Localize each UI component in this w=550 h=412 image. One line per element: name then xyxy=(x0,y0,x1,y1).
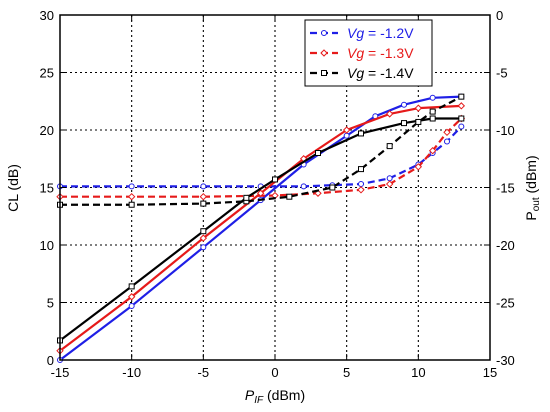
cl-point xyxy=(358,181,364,188)
legend-label-value: = -1.3V xyxy=(364,45,414,61)
x-axis-title-sub: IF xyxy=(254,395,264,406)
pout-point xyxy=(385,110,394,118)
pout-point xyxy=(343,132,350,139)
pout-point xyxy=(128,283,135,290)
cl-point xyxy=(386,175,393,182)
legend-swatch-marker xyxy=(320,49,328,57)
y-axis-right-title: Pout (dBm) xyxy=(523,155,542,220)
pout-point xyxy=(429,115,436,122)
x-axis-title-main: P xyxy=(245,387,255,403)
series-layer xyxy=(56,93,466,363)
y-tick-label-left: 0 xyxy=(47,353,54,368)
cl-point xyxy=(128,201,135,208)
pout-point xyxy=(342,126,351,134)
legend-label: Vg = -1.2V xyxy=(347,25,414,41)
y-tick-label-left: 25 xyxy=(40,66,54,81)
y-axis-right-title-unit: (dBm) xyxy=(523,155,539,197)
legend-label-var: Vg xyxy=(347,65,364,81)
x-tick-label: 15 xyxy=(483,365,497,380)
x-tick-label: 10 xyxy=(411,365,425,380)
legend-swatch-marker xyxy=(321,30,327,36)
legend-label-var: Vg xyxy=(347,45,364,61)
y-tick-label-left: 15 xyxy=(40,181,54,196)
pout-point xyxy=(200,228,207,235)
pout-point xyxy=(457,102,466,110)
y-tick-label-right: -5 xyxy=(496,66,508,81)
series-cl-line xyxy=(60,95,462,206)
cl-point xyxy=(286,193,293,200)
cl-point xyxy=(385,180,394,188)
series-3 xyxy=(57,93,465,344)
y-tick-label-right: -25 xyxy=(496,296,515,311)
x-axis-title-unit: (dBm) xyxy=(263,387,305,403)
x-tick-label: -10 xyxy=(122,365,141,380)
x-tick-label: -15 xyxy=(51,365,70,380)
x-tick-label: -5 xyxy=(198,365,210,380)
cl-point xyxy=(128,183,135,190)
cl-point xyxy=(300,183,307,190)
x-tick-label: 5 xyxy=(343,365,350,380)
legend-label: Vg = -1.3V xyxy=(347,45,414,61)
pout-point xyxy=(315,150,321,156)
legend-swatch-marker xyxy=(321,70,327,76)
cl-point xyxy=(199,192,208,201)
pout-point xyxy=(358,130,364,137)
y-tick-label-left: 30 xyxy=(40,8,54,23)
pout-point xyxy=(256,189,265,197)
y-tick-label-right: -10 xyxy=(496,123,515,138)
x-axis-title: PIF (dBm) xyxy=(245,387,305,406)
series-2 xyxy=(56,102,466,355)
axis-ticks: -15 -10 -5 0 5 10 15 0 5 10 15 20 25 30 -30 -25 -20 -15 -1… xyxy=(40,8,515,380)
pout-point xyxy=(414,104,423,112)
pout-point xyxy=(200,244,207,251)
cl-point xyxy=(428,146,437,155)
pout-point xyxy=(401,101,407,108)
legend-label-value: = -1.2V xyxy=(364,25,414,41)
x-tick-label: 0 xyxy=(271,365,278,380)
y-tick-label-right: -30 xyxy=(496,353,515,368)
pout-point xyxy=(458,115,465,122)
cl-point xyxy=(429,108,436,115)
legend-label: Vg = -1.4V xyxy=(347,65,414,81)
y-axis-left-title: CL (dB) xyxy=(5,164,21,212)
cl-point xyxy=(200,183,207,190)
cl-point xyxy=(386,143,393,150)
pout-point xyxy=(272,176,278,183)
cl-point xyxy=(458,123,465,130)
legend-label-var: Vg xyxy=(347,25,364,41)
y-tick-label-left: 20 xyxy=(40,123,54,138)
cl-point xyxy=(329,184,336,191)
cl-point xyxy=(414,163,423,171)
pout-point xyxy=(429,94,436,101)
cl-point xyxy=(415,118,422,125)
series-cl-line xyxy=(60,125,463,188)
y-tick-label-right: -20 xyxy=(496,238,515,253)
cl-point xyxy=(200,200,207,207)
cl-point xyxy=(443,128,451,137)
cl-point xyxy=(358,166,364,173)
legend-label-value: = -1.4V xyxy=(364,65,414,81)
pout-point xyxy=(128,302,135,309)
y-axis-right-title-sub: out xyxy=(531,197,542,211)
cl-point xyxy=(127,192,136,201)
y-tick-label-left: 10 xyxy=(40,238,54,253)
y-tick-label-right: 0 xyxy=(496,8,503,23)
cl-point xyxy=(458,93,465,100)
pout-point xyxy=(127,293,136,301)
pout-point xyxy=(199,234,208,242)
cl-point xyxy=(444,138,450,145)
y-axis-right-title-main: P xyxy=(523,211,539,220)
pout-point xyxy=(401,120,407,127)
pout-point xyxy=(243,194,250,201)
cl-point xyxy=(357,186,365,194)
y-tick-label-right: -15 xyxy=(496,181,515,196)
y-tick-label-left: 5 xyxy=(47,296,54,311)
